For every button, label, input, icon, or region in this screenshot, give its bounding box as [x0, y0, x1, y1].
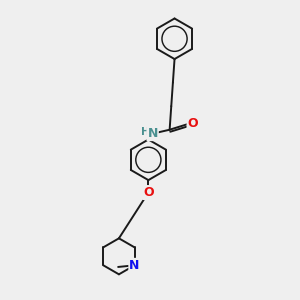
Text: N: N	[129, 259, 140, 272]
Text: O: O	[188, 117, 198, 130]
Text: H: H	[141, 127, 150, 137]
Text: O: O	[143, 186, 154, 199]
Text: N: N	[147, 127, 158, 140]
